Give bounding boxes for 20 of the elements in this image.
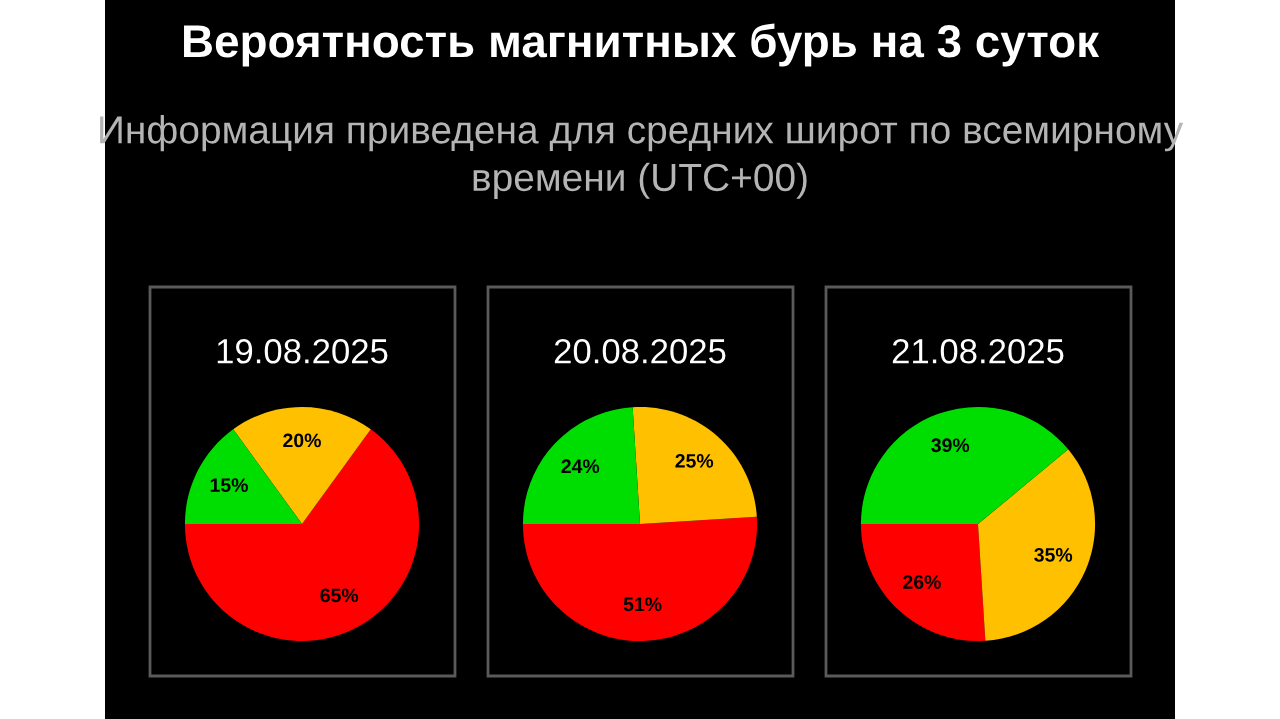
- data-label: 20%: [283, 433, 321, 448]
- data-label: 24%: [561, 459, 600, 474]
- data-label: 35%: [1034, 548, 1073, 562]
- chart-title: 20.08.2025: [554, 338, 726, 364]
- pie-slice: [860, 524, 986, 642]
- pie-slice: [632, 406, 757, 524]
- data-label: 26%: [903, 575, 941, 589]
- data-label: 65%: [320, 588, 359, 603]
- chart-title: 19.08.2025: [217, 338, 388, 364]
- data-label: 39%: [931, 438, 970, 453]
- text: Вероятность магнитных бурь на 3 суток: [184, 23, 1100, 67]
- pie-slice: [978, 449, 1096, 641]
- data-label: 51%: [623, 597, 662, 612]
- data-label: 15%: [210, 478, 248, 493]
- pie-slice: [522, 407, 640, 524]
- pie-slice: [860, 406, 1069, 524]
- data-label: 25%: [675, 453, 714, 468]
- pie-slice: [184, 429, 420, 642]
- pie-slice: [522, 516, 758, 642]
- chart-title: 21.08.2025: [892, 338, 1064, 364]
